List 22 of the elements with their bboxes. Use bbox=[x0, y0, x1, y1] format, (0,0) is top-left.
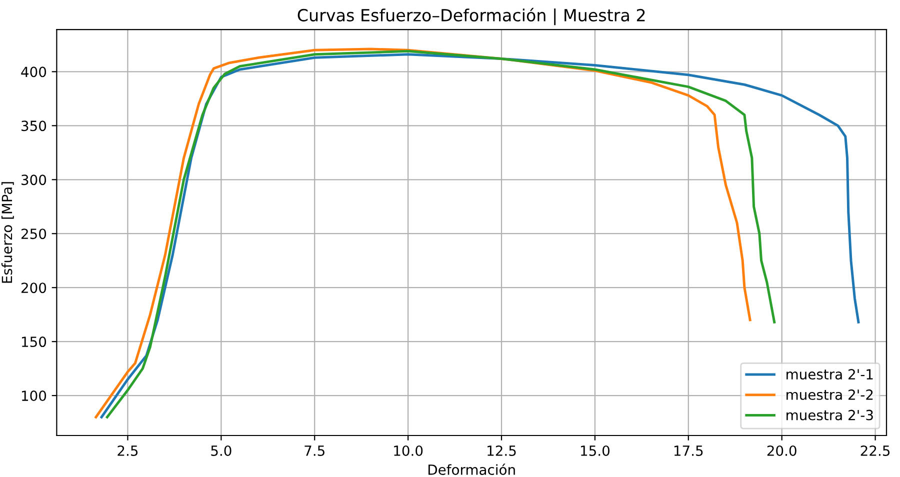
x-tick-label: 7.5 bbox=[304, 446, 324, 456]
x-tick-label: 2.5 bbox=[118, 445, 138, 456]
x-tick-label: 22.5 bbox=[860, 445, 890, 456]
legend-label: muestra 2'-2 bbox=[786, 389, 873, 400]
y-tick-label: 150 bbox=[22, 336, 46, 348]
y-tick-label: 400 bbox=[21, 66, 46, 78]
y-tick-label: 300 bbox=[22, 174, 46, 186]
chart-title: Curvas Esfuerzo–Deformación | Muestra 2 bbox=[298, 8, 645, 26]
y-tick-label: 250 bbox=[21, 228, 46, 240]
legend-label: muestra 2'-1 bbox=[786, 369, 873, 380]
legend-label: muestra 2'-3 bbox=[786, 410, 873, 420]
x-tick-label: 20.0 bbox=[767, 445, 796, 456]
x-tick-label: 10.0 bbox=[394, 445, 423, 456]
x-tick-label: 17.5 bbox=[674, 446, 703, 456]
x-tick-label: 5.0 bbox=[211, 445, 232, 456]
x-tick-label: 15.0 bbox=[581, 445, 610, 456]
x-axis-title: Deformación bbox=[428, 464, 515, 475]
y-axis-title: Esfuerzo [MPa] bbox=[1, 182, 14, 283]
x-tick-label: 12.5 bbox=[488, 445, 516, 456]
y-tick-label: 350 bbox=[22, 120, 46, 132]
y-tick-label: 100 bbox=[22, 390, 46, 402]
y-tick-label: 200 bbox=[21, 282, 46, 294]
